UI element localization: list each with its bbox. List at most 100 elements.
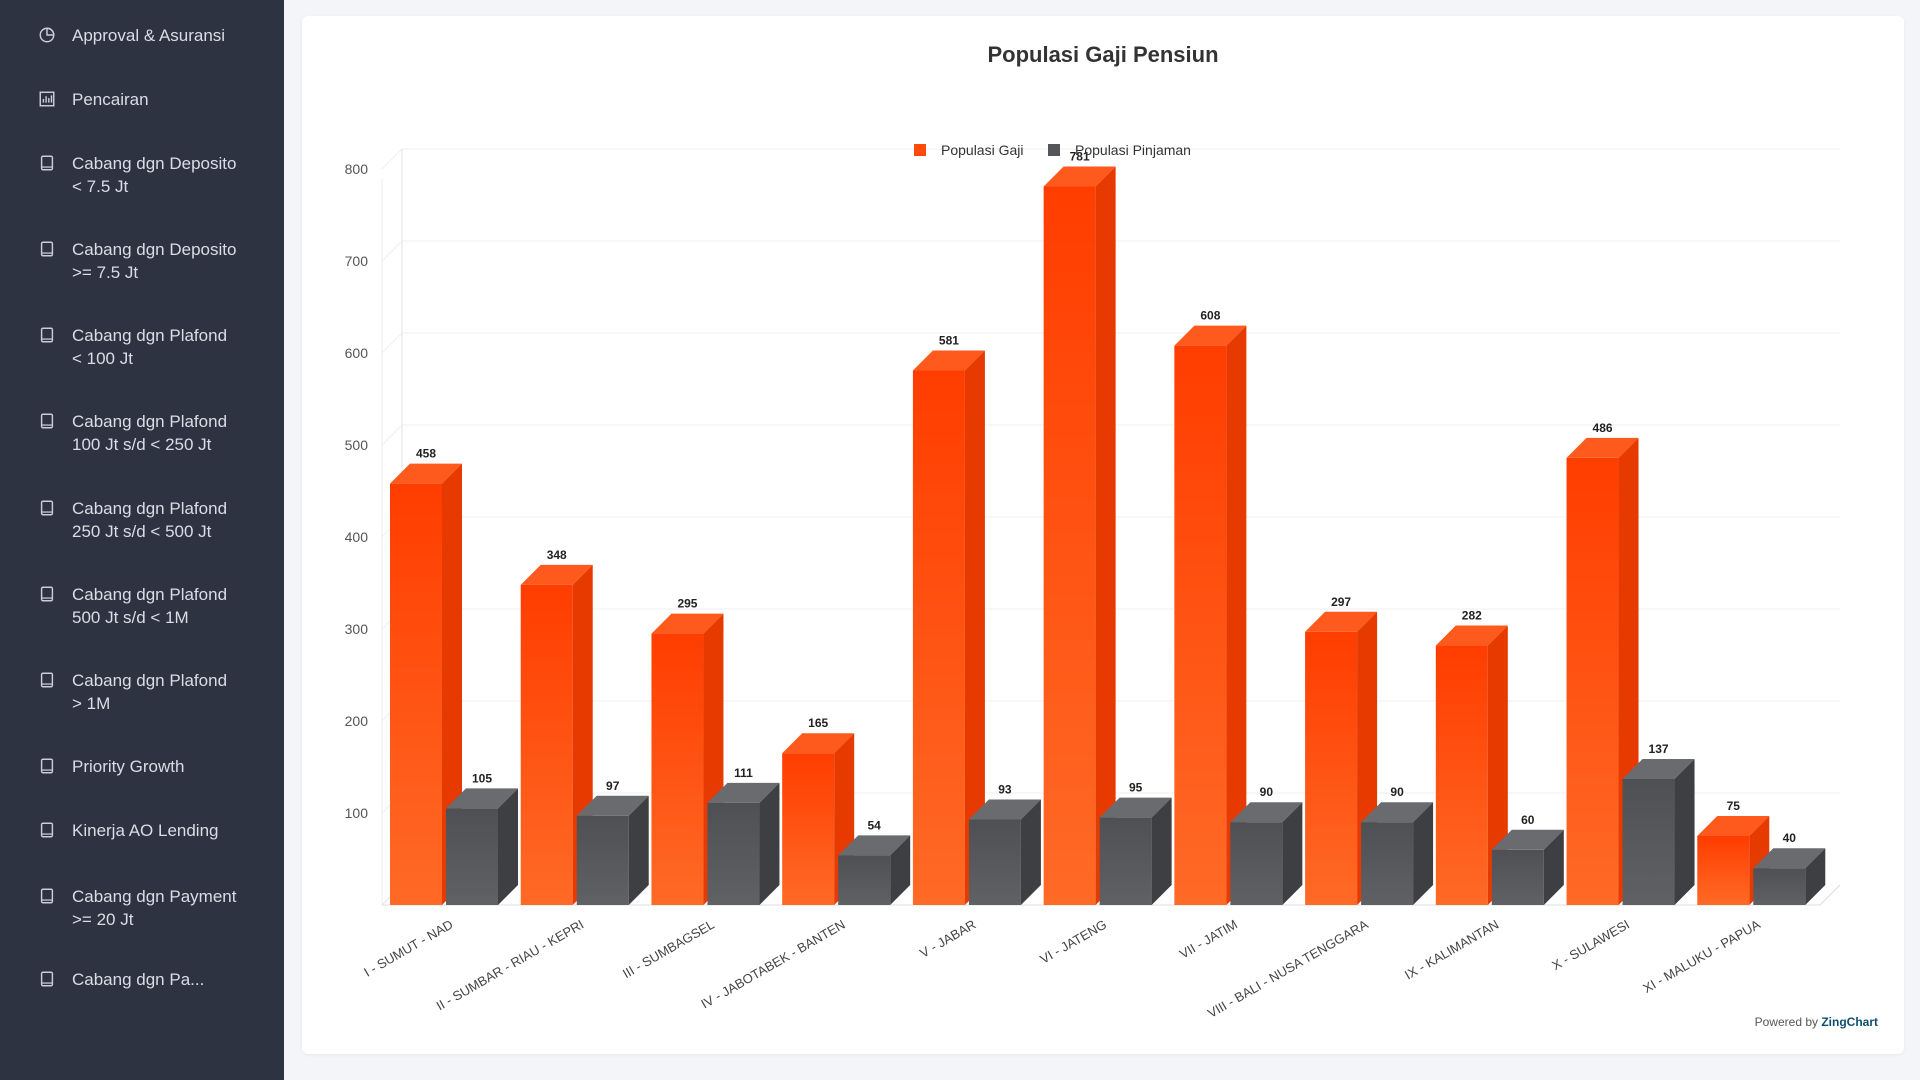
bar-gaji (1174, 325, 1247, 905)
bar-top (1566, 437, 1639, 458)
bar-chart: Populasi Gaji Pensiun 100 200 300 400 500 600… (345, 42, 1878, 1029)
data-label: 111 (734, 766, 753, 780)
bar-top (390, 463, 462, 484)
book-icon (36, 410, 58, 432)
bar-pinjaman (1361, 802, 1434, 905)
sidebar-item-6[interactable]: Cabang dgn Plafond 100 Jt s/d < 250 Jt (36, 410, 274, 456)
bar-side (1487, 625, 1508, 905)
data-label: 95 (1129, 781, 1143, 795)
x-tick-label: XI - MALUKU - PAPUA (1640, 916, 1763, 995)
bar-top (1361, 802, 1434, 823)
sidebar-item-label: Cabang dgn Deposito >= 7.5 Jt (72, 240, 237, 282)
bar-top (1491, 829, 1564, 850)
x-tick-label: I - SUMUT - NAD (361, 917, 455, 980)
x-axis-depth-line (1819, 884, 1841, 906)
data-label: 60 (1521, 813, 1535, 827)
bar-pinjaman (838, 835, 911, 905)
bar-side (890, 835, 911, 905)
data-label: 97 (606, 779, 620, 793)
bar-front (390, 483, 442, 905)
bar-top (1305, 611, 1378, 632)
bar-top (446, 788, 518, 809)
x-tick-label: IX - KALIMANTAN (1402, 917, 1501, 983)
y-tick-label: 800 (345, 161, 369, 177)
sidebar-item-label: Priority Growth (72, 757, 185, 776)
data-label: 297 (1331, 595, 1351, 609)
data-label: 282 (1462, 609, 1482, 623)
bar-top (1043, 166, 1116, 187)
data-label: 105 (472, 771, 492, 785)
bar-side (1413, 802, 1434, 905)
sidebar-item-8[interactable]: Cabang dgn Plafond 500 Jt s/d < 1M (36, 583, 274, 629)
sidebar-item-1[interactable]: Approval & Asuransi (36, 24, 274, 47)
x-tick-label: II - SUMBAR - RIAU - KEPRI (434, 917, 587, 1014)
bar-front (1435, 645, 1488, 905)
data-label: 165 (808, 716, 828, 730)
gridline-depth (381, 240, 403, 262)
gridline-depth (381, 148, 403, 170)
bar-front (838, 855, 891, 905)
sidebar-item-3[interactable]: Cabang dgn Deposito < 7.5 Jt (36, 152, 274, 198)
pie-chart-icon (36, 24, 58, 46)
chart-title: Populasi Gaji Pensiun (987, 42, 1218, 67)
data-label: 93 (998, 782, 1012, 796)
x-tick-label: III - SUMBAGSEL (620, 917, 717, 982)
sidebar-item-label: Cabang dgn Plafond 100 Jt s/d < 250 Jt (72, 412, 228, 454)
legend-label: Populasi Gaji (941, 142, 1024, 158)
sidebar-item-label: Cabang dgn Pa... (72, 970, 205, 989)
data-label: 137 (1649, 742, 1669, 756)
sidebar-item-9[interactable]: Cabang dgn Plafond > 1M (36, 669, 274, 715)
bar-pinjaman (446, 788, 518, 905)
bar-front (576, 815, 629, 905)
sidebar: Approval & Asuransi Pencairan Cabang dgn D… (0, 0, 284, 1080)
bar-gaji (520, 564, 593, 905)
sidebar-item-label: Cabang dgn Plafond 500 Jt s/d < 1M (72, 585, 228, 627)
sidebar-item-2[interactable]: Pencairan (36, 88, 274, 111)
sidebar-item-5[interactable]: Cabang dgn Plafond < 100 Jt (36, 324, 274, 370)
sidebar-item-10[interactable]: Priority Growth (36, 755, 274, 778)
bar-gaji (1043, 166, 1116, 906)
y-tick-label: 600 (345, 345, 369, 361)
x-tick-label: VII - JATIM (1177, 917, 1240, 962)
bar-front (707, 802, 760, 905)
powered-brand: ZingChart (1821, 1015, 1878, 1029)
bar-front (1230, 822, 1283, 905)
book-icon (36, 497, 58, 519)
y-tick-label: 700 (345, 253, 369, 269)
gridline-depth (381, 332, 403, 354)
bar-top (912, 350, 985, 371)
bar-top (1753, 848, 1826, 869)
bar-front (1491, 849, 1544, 905)
sidebar-item-12[interactable]: Cabang dgn Payment >= 20 Jt (36, 885, 274, 931)
sidebar-item-label: Cabang dgn Deposito < 7.5 Jt (72, 154, 237, 196)
bar-side (1226, 325, 1247, 905)
bar-side (442, 463, 462, 905)
sidebar-item-7[interactable]: Cabang dgn Plafond 250 Jt s/d < 500 Jt (36, 497, 274, 543)
bar-side (498, 788, 518, 905)
bar-front (1099, 817, 1152, 905)
bar-side (1674, 758, 1695, 905)
bar-top (1622, 758, 1695, 779)
y-tick-label: 500 (345, 437, 369, 453)
bar-pinjaman (1622, 758, 1695, 905)
bar-side (1095, 166, 1116, 906)
bar-front (912, 370, 965, 906)
bar-top (968, 799, 1041, 820)
book-icon (36, 669, 58, 691)
bar-side (628, 795, 649, 905)
sidebar-item-13[interactable]: Cabang dgn Pa... (36, 968, 274, 991)
y-tick-label: 400 (345, 529, 369, 545)
bar-chart-icon (36, 88, 58, 110)
bar-front (520, 584, 573, 905)
sidebar-item-label: Cabang dgn Plafond > 1M (72, 671, 228, 713)
data-label: 781 (1070, 149, 1090, 163)
bar-gaji (912, 350, 985, 906)
bar-pinjaman (707, 782, 780, 905)
sidebar-item-4[interactable]: Cabang dgn Deposito >= 7.5 Jt (36, 238, 274, 284)
book-icon (36, 885, 58, 907)
powered-by[interactable]: Powered by ZingChart (1755, 1015, 1878, 1029)
sidebar-item-11[interactable]: Kinerja AO Lending (36, 819, 274, 842)
x-tick-label: V - JABAR (917, 917, 978, 961)
bar-front (782, 753, 835, 905)
gridline-depth (381, 424, 403, 446)
